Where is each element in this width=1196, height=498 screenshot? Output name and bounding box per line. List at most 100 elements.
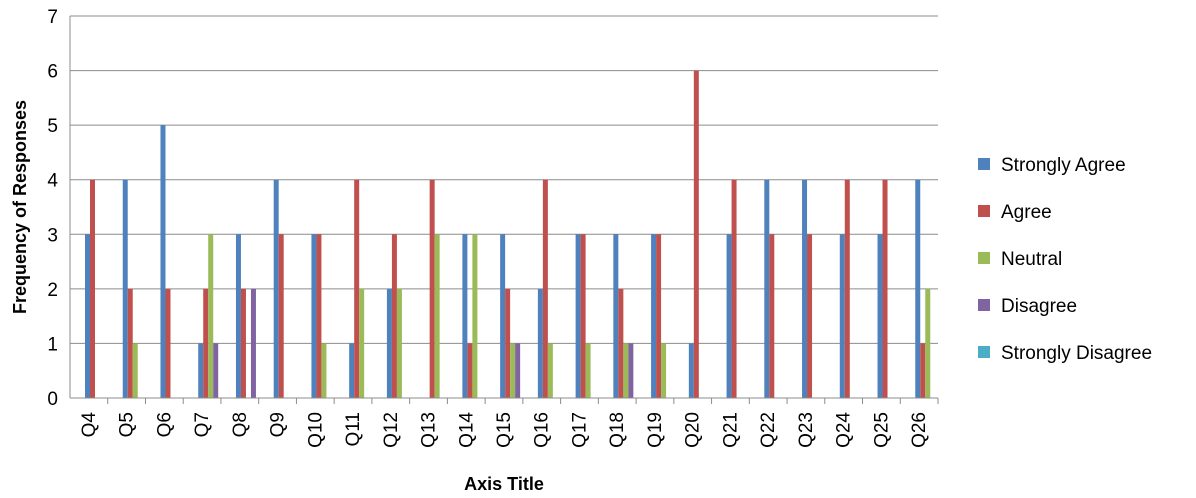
- y-tick-labels: 0 1 2 3 4 5 6 7: [47, 7, 58, 410]
- bar: [844, 179, 850, 398]
- bar: [500, 234, 506, 398]
- bar: [575, 234, 581, 398]
- x-tick-label: Q18: [607, 412, 628, 448]
- bar: [122, 179, 128, 398]
- bar: [688, 343, 694, 398]
- bar: [882, 179, 888, 398]
- y-tick-label: 4: [47, 171, 58, 192]
- bar: [467, 343, 473, 398]
- axes: [69, 16, 939, 404]
- bar: [472, 234, 478, 398]
- bar: [198, 343, 204, 398]
- legend-label: Strongly Agree: [1001, 155, 1126, 176]
- y-tick-label: 6: [47, 62, 58, 83]
- bar: [321, 343, 327, 398]
- x-tick-label: Q21: [720, 412, 741, 448]
- bar: [213, 343, 219, 398]
- legend-item: Neutral: [978, 249, 1062, 270]
- legend-item: Agree: [978, 202, 1052, 223]
- x-tick-label: Q9: [268, 412, 289, 437]
- bar: [726, 234, 732, 398]
- y-tick-label: 5: [47, 116, 58, 137]
- y-tick-label: 2: [47, 280, 58, 301]
- legend-swatch: [978, 158, 990, 170]
- legend-label: Neutral: [1001, 249, 1062, 270]
- x-tick-label: Q12: [381, 412, 402, 448]
- bar: [651, 234, 657, 398]
- bar: [510, 343, 516, 398]
- bar: [203, 288, 209, 398]
- bar: [807, 234, 813, 398]
- bar: [628, 343, 634, 398]
- legend-label: Agree: [1001, 202, 1052, 223]
- legend-label: Strongly Disagree: [1001, 343, 1152, 364]
- legend-swatch: [978, 205, 990, 217]
- bar: [623, 343, 629, 398]
- x-tick-label: Q8: [230, 412, 251, 437]
- bar: [877, 234, 883, 398]
- x-tick-label: Q11: [343, 412, 364, 447]
- x-tick-label: Q10: [305, 412, 326, 448]
- bar: [925, 288, 931, 398]
- bar: [802, 179, 808, 398]
- bar: [693, 70, 699, 399]
- bar: [396, 288, 402, 398]
- x-tick-label: Q16: [532, 412, 553, 448]
- bar: [915, 179, 921, 398]
- bar: [208, 234, 214, 398]
- bar: [240, 288, 246, 398]
- bar: [273, 179, 279, 398]
- bar: [839, 234, 845, 398]
- bar: [656, 234, 662, 398]
- bar: [580, 234, 586, 398]
- x-tick-label: Q22: [758, 412, 779, 448]
- bar: [661, 343, 667, 398]
- bar: [160, 125, 166, 399]
- legend-item: Strongly Disagree: [978, 343, 1152, 364]
- y-tick-label: 7: [47, 7, 58, 28]
- bars: [85, 70, 931, 399]
- bar: [547, 343, 553, 398]
- bar: [429, 179, 435, 398]
- legend-swatch: [978, 299, 990, 311]
- bar: [505, 288, 511, 398]
- bar: [613, 234, 619, 398]
- bar: [354, 179, 360, 398]
- bar: [127, 288, 133, 398]
- bar: [515, 343, 521, 398]
- y-tick-label: 0: [47, 389, 58, 410]
- x-tick-label: Q17: [569, 412, 590, 448]
- bar: [386, 288, 392, 398]
- bar: [764, 179, 770, 398]
- legend-item: Disagree: [978, 296, 1077, 317]
- x-tick-label: Q19: [645, 412, 666, 448]
- bar: [359, 288, 365, 398]
- bar: [920, 343, 926, 398]
- bar: [462, 234, 468, 398]
- legend-item: Strongly Agree: [978, 155, 1126, 176]
- bar: [537, 288, 543, 398]
- x-tick-label: Q26: [909, 412, 930, 448]
- bar: [769, 234, 775, 398]
- bar: [85, 234, 90, 398]
- legend-swatch: [978, 252, 990, 264]
- bar: [316, 234, 322, 398]
- bar: [250, 288, 256, 398]
- legend-swatch: [978, 346, 990, 358]
- x-tick-label: Q6: [154, 412, 175, 437]
- bar: [618, 288, 624, 398]
- bar: [90, 179, 95, 398]
- x-tick-label: Q25: [871, 412, 892, 448]
- bar: [278, 234, 284, 398]
- bar: [731, 179, 737, 398]
- x-tick-label: Q14: [456, 412, 477, 448]
- x-tick-label: Q24: [834, 412, 855, 448]
- x-tick-label: Q5: [117, 412, 138, 437]
- bar: [311, 234, 317, 398]
- bar: [434, 234, 440, 398]
- y-tick-label: 1: [47, 334, 58, 355]
- bar: [132, 343, 138, 398]
- bar: [585, 343, 591, 398]
- legend-label: Disagree: [1001, 296, 1077, 317]
